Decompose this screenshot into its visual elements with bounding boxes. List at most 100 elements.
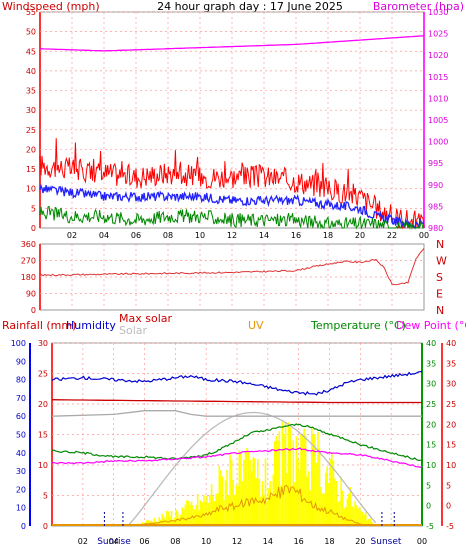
wind-x-tick-label: 10	[195, 231, 205, 240]
humidity-tick-label: 70	[16, 394, 26, 403]
solar-bar	[243, 459, 245, 526]
baro-tick-label: 1000	[428, 138, 448, 147]
solar-bar	[255, 478, 258, 526]
baro-tick-label: 1025	[428, 30, 448, 39]
solar-bar	[315, 463, 318, 526]
solar-bar	[329, 459, 332, 526]
solar-bar	[170, 510, 173, 526]
wind-x-tick-label: 02	[67, 231, 77, 240]
solar-bar	[246, 447, 248, 526]
wind-tick-label: 55	[26, 8, 36, 17]
solar-bar	[220, 470, 222, 526]
compass-label: E	[436, 288, 443, 301]
wind-x-tick-label: 20	[355, 231, 365, 240]
solar-bar	[235, 484, 238, 526]
solar-bar	[260, 496, 262, 526]
solar-bar	[210, 484, 213, 526]
solar-bar	[338, 500, 341, 526]
dewpoint-label: Dew Point (°C)	[396, 319, 466, 332]
baro-tick-label: 1030	[428, 8, 448, 17]
solar-bar	[291, 487, 293, 526]
humidity-tick-label: 30	[16, 467, 26, 476]
wind-x-tick-label: 04	[99, 231, 109, 240]
climate-series	[51, 370, 423, 527]
temp-tick-label: 20	[426, 420, 436, 429]
solar-bar	[300, 433, 302, 526]
wind-tick-label: 5	[31, 204, 36, 213]
dew-tick-label: 30	[446, 380, 456, 389]
solar-bar	[257, 458, 259, 526]
solar-bar	[351, 506, 353, 526]
wind-x-tick-label: 06	[131, 231, 141, 240]
solar-bar	[258, 479, 261, 526]
direction-grid	[40, 244, 424, 310]
rain-tick-label: 30	[38, 339, 48, 348]
dew-tick-label: 5	[446, 481, 451, 490]
temp-tick-label: 30	[426, 380, 436, 389]
solar-bar	[311, 427, 313, 526]
solar-bar	[203, 495, 205, 526]
humidity-tick-label: 40	[16, 449, 26, 458]
solar-grey-line	[51, 410, 422, 417]
solar-bar	[221, 476, 224, 526]
solar-bar	[200, 500, 202, 526]
solar-bar	[164, 519, 167, 526]
solar-bar	[155, 521, 157, 526]
solar-bar	[306, 476, 308, 526]
solar-bar	[238, 450, 241, 526]
solar-bar	[184, 504, 187, 526]
wind-tick-label: 10	[26, 185, 36, 194]
solar-bar	[283, 434, 285, 526]
baro-tick-label: 1005	[428, 116, 448, 125]
solar-bar	[281, 421, 284, 526]
climate-x-ticks: 02 04 06 08 10 12 14 16 18 20 00	[78, 537, 427, 546]
temperature-line	[51, 423, 422, 462]
solar-bar	[289, 427, 291, 526]
baro-tick-label: 1010	[428, 94, 448, 103]
wind-tick-label: 15	[26, 165, 36, 174]
solar-bar	[349, 487, 352, 526]
solar-bar	[186, 500, 188, 526]
wind-tick-label: 35	[26, 87, 36, 96]
solar-bar	[292, 440, 295, 526]
rain-ticks: 0 5 10 15 20 25 30	[38, 339, 48, 531]
max-solar-line	[51, 399, 422, 404]
direction-tick-label: 90	[26, 290, 36, 299]
climate-x-tick-label: 20	[355, 537, 365, 546]
dew-tick-label: 40	[446, 339, 456, 348]
solar-bar	[278, 431, 281, 526]
solar-bar	[270, 495, 273, 526]
solar-bar	[355, 505, 358, 526]
solar-bar	[344, 507, 347, 526]
dew-tick-label: 20	[446, 420, 456, 429]
solar-bar	[167, 511, 170, 526]
solar-bar	[341, 490, 344, 526]
solar-bar	[187, 501, 190, 526]
solar-bar	[328, 483, 330, 526]
solar-bar	[272, 474, 275, 526]
climate-x-tick-label: 08	[170, 537, 180, 546]
solar-bar	[366, 520, 369, 526]
solar-bar	[267, 488, 270, 526]
maxsolar-label: Max solar	[119, 312, 172, 325]
wind-direction-line	[39, 247, 425, 286]
humidity-ticks: 0 10 20 30 40 50 60 70 80 90 100	[11, 339, 26, 531]
solar-bar	[352, 507, 355, 526]
direction-tick-label: 270	[21, 257, 36, 266]
humidity-tick-label: 60	[16, 412, 26, 421]
max-solar-curve	[127, 411, 377, 527]
climate-x-tick-label: 18	[324, 537, 334, 546]
humidity-tick-label: 80	[16, 376, 26, 385]
temp-tick-label: 40	[426, 339, 436, 348]
solar-bar	[274, 441, 276, 526]
direction-tick-label: 0	[31, 306, 36, 315]
direction-tick-label: 180	[21, 273, 36, 282]
wind-gust-line	[39, 138, 425, 230]
solar-bar	[307, 471, 310, 526]
solar-bar	[201, 502, 204, 526]
solar-bar	[223, 500, 225, 526]
wind-x-tick-label: 16	[291, 231, 301, 240]
solar-bar	[175, 509, 177, 526]
solar-bar	[181, 507, 184, 526]
